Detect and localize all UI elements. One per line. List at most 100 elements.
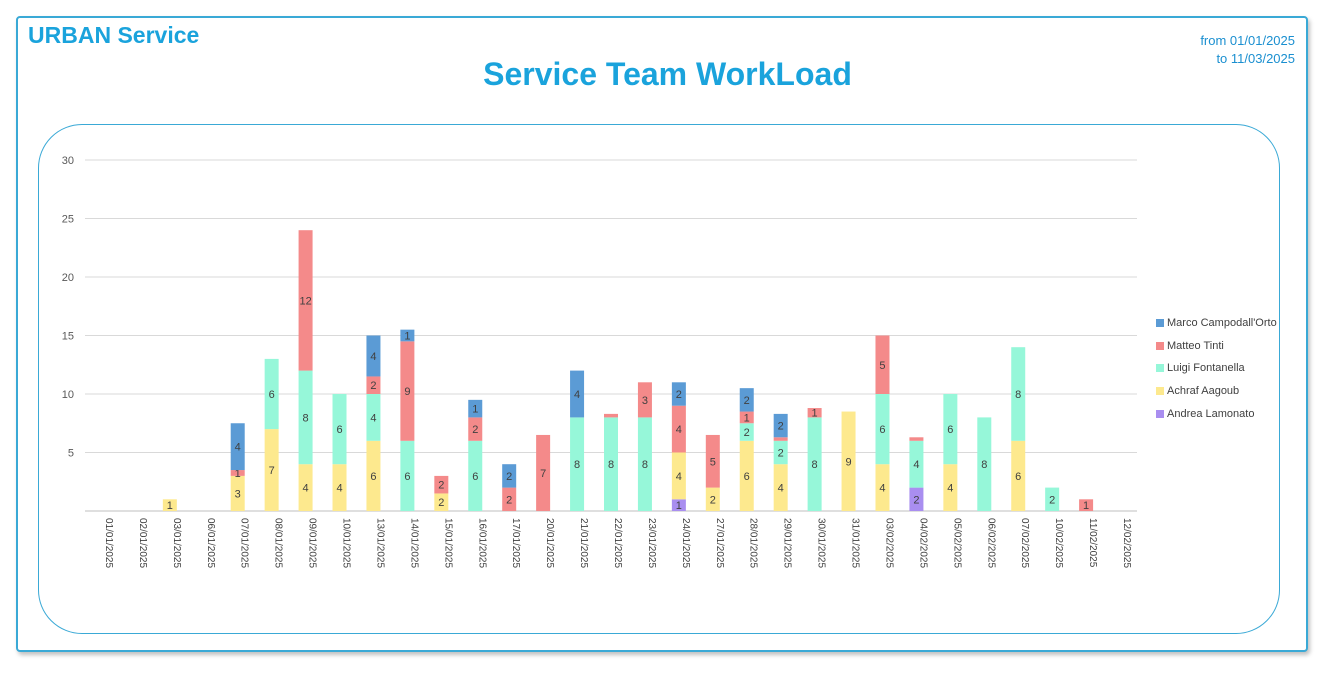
brand-title: URBAN Service bbox=[28, 22, 200, 48]
bar-segment bbox=[400, 341, 415, 441]
data-label: 4 bbox=[879, 483, 885, 495]
data-label: 9 bbox=[404, 386, 410, 398]
y-tick-label: 30 bbox=[62, 155, 74, 167]
data-label: 4 bbox=[370, 412, 376, 424]
bar-segment bbox=[400, 440, 415, 511]
data-label: 4 bbox=[913, 459, 919, 471]
x-tick-label: 07/02/2025 bbox=[1019, 518, 1030, 568]
data-label: 1 bbox=[235, 468, 241, 480]
bar-segment bbox=[739, 423, 754, 441]
data-label: 4 bbox=[336, 483, 342, 495]
bar-segment bbox=[298, 370, 313, 465]
bar-segment bbox=[502, 464, 517, 488]
data-label: 4 bbox=[947, 483, 953, 495]
data-label: 5 bbox=[879, 360, 885, 372]
x-tick-label: 08/01/2025 bbox=[273, 518, 284, 568]
bar-segment bbox=[705, 434, 720, 488]
bar-segment bbox=[298, 464, 313, 511]
bar-segment bbox=[468, 399, 483, 418]
bar-segment bbox=[502, 487, 517, 511]
data-label: 8 bbox=[981, 459, 987, 471]
x-tick-label: 11/02/2025 bbox=[1087, 518, 1098, 568]
bar-segment bbox=[230, 470, 245, 476]
bar-segment bbox=[230, 423, 245, 471]
bar-segment bbox=[570, 417, 585, 511]
bar-segment bbox=[332, 394, 347, 465]
data-label: 12 bbox=[299, 295, 311, 307]
x-tick-label: 13/01/2025 bbox=[374, 518, 385, 568]
data-label: 2 bbox=[438, 497, 444, 509]
bar-segment bbox=[739, 411, 754, 424]
bar-segment bbox=[604, 417, 618, 511]
chart-legend: Marco Campodall'Orto Matteo Tinti Luigi Fo… bbox=[1156, 312, 1277, 425]
bar-segment bbox=[671, 499, 686, 511]
x-tick-label: 14/01/2025 bbox=[408, 518, 419, 568]
data-label: 8 bbox=[1015, 389, 1021, 401]
data-label: 4 bbox=[235, 442, 241, 454]
legend-item: Andrea Lamonato bbox=[1156, 402, 1277, 425]
data-label: 4 bbox=[370, 351, 376, 363]
x-tick-label: 09/01/2025 bbox=[307, 518, 318, 568]
bar-segment bbox=[1079, 499, 1094, 511]
bar-segment bbox=[637, 382, 652, 418]
bar-segment bbox=[1011, 440, 1026, 511]
x-tick-label: 17/01/2025 bbox=[510, 518, 521, 568]
data-label: 2 bbox=[778, 448, 784, 460]
x-tick-label: 21/01/2025 bbox=[578, 518, 589, 568]
data-label: 8 bbox=[608, 459, 614, 471]
legend-swatch bbox=[1156, 364, 1164, 373]
chart-container bbox=[38, 124, 1280, 634]
legend-swatch bbox=[1156, 341, 1164, 350]
data-label: 2 bbox=[438, 480, 444, 492]
y-tick-label: 10 bbox=[62, 389, 74, 401]
data-label: 4 bbox=[574, 389, 580, 401]
legend-label: Achraf Aagoub bbox=[1167, 385, 1240, 398]
x-tick-label: 23/01/2025 bbox=[646, 518, 657, 568]
data-label: 8 bbox=[303, 412, 309, 424]
data-label: 6 bbox=[404, 471, 410, 483]
bar-segment bbox=[468, 417, 483, 441]
data-label: 1 bbox=[404, 331, 410, 343]
x-tick-label: 28/01/2025 bbox=[748, 518, 759, 568]
bar-segment bbox=[909, 437, 924, 441]
bar-segment bbox=[671, 452, 686, 500]
data-label: 1 bbox=[744, 412, 750, 424]
data-label: 2 bbox=[676, 389, 682, 401]
date-range-from: from 01/01/2025 bbox=[1200, 33, 1295, 48]
x-tick-label: 01/01/2025 bbox=[103, 518, 114, 568]
data-label: 2 bbox=[744, 395, 750, 407]
data-label: 7 bbox=[540, 468, 546, 480]
legend-label: Marco Campodall'Orto bbox=[1167, 317, 1277, 330]
x-tick-label: 27/01/2025 bbox=[714, 518, 725, 568]
bar-segment bbox=[943, 464, 958, 511]
data-label: 6 bbox=[336, 424, 342, 436]
x-tick-label: 31/01/2025 bbox=[850, 518, 861, 568]
data-label: 2 bbox=[744, 427, 750, 439]
bar-segment bbox=[536, 434, 551, 511]
data-label: 2 bbox=[472, 424, 478, 436]
x-tick-label: 10/01/2025 bbox=[341, 518, 352, 568]
bar-segment bbox=[807, 417, 822, 511]
chart-title: Service Team WorkLoad bbox=[483, 56, 852, 92]
legend-item: Achraf Aagoub bbox=[1156, 380, 1277, 403]
y-tick-label: 20 bbox=[62, 272, 74, 284]
data-label: 9 bbox=[845, 456, 851, 468]
bar-segment bbox=[909, 487, 924, 511]
data-label: 8 bbox=[642, 459, 648, 471]
data-label: 2 bbox=[778, 421, 784, 433]
bar-segment bbox=[977, 417, 992, 511]
bar-segment bbox=[671, 405, 686, 453]
data-label: 6 bbox=[879, 424, 885, 436]
x-tick-label: 20/01/2025 bbox=[544, 518, 555, 568]
data-label: 4 bbox=[676, 471, 682, 483]
bar-segment bbox=[434, 493, 449, 511]
legend-label: Luigi Fontanella bbox=[1167, 362, 1245, 375]
data-label: 6 bbox=[744, 471, 750, 483]
legend-item: Marco Campodall'Orto bbox=[1156, 312, 1277, 335]
x-tick-label: 15/01/2025 bbox=[442, 518, 453, 568]
legend-item: Matteo Tinti bbox=[1156, 335, 1277, 358]
bar-segment bbox=[807, 408, 822, 418]
data-label: 6 bbox=[1015, 471, 1021, 483]
legend-item: Luigi Fontanella bbox=[1156, 357, 1277, 380]
data-label: 3 bbox=[235, 488, 241, 500]
